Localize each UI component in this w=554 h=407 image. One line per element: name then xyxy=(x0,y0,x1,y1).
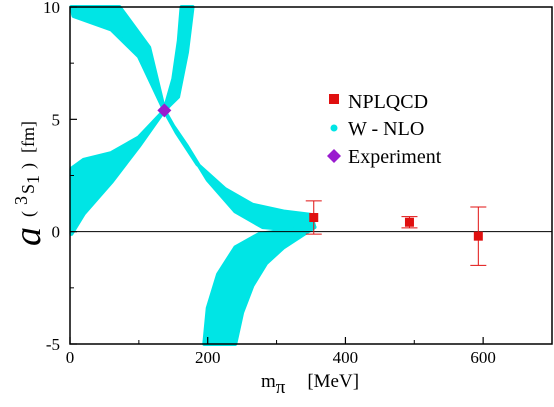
y-axis-label-superscript: 3 xyxy=(11,196,31,205)
experiment-point-0 xyxy=(157,103,172,118)
legend-label-wnlo: W - NLO xyxy=(348,118,424,140)
svg-text:a(3S1)[fm]: a (3 S1) [fm] xyxy=(7,121,49,246)
y-tick-label-1: 0 xyxy=(52,223,61,242)
nplqcd-point-0 xyxy=(309,213,319,223)
y-axis-label-state-subscript: 1 xyxy=(23,175,43,184)
x-tick-label-0: 0 xyxy=(66,348,75,367)
wnlo-band-upper-right xyxy=(162,5,195,113)
y-tick-label-2: 5 xyxy=(52,110,61,129)
point-layer xyxy=(157,103,483,241)
x-tick-label-1: 200 xyxy=(195,348,221,367)
x-tick-label-2: 400 xyxy=(333,348,359,367)
nplqcd-point-1 xyxy=(404,217,414,227)
y-axis-label-symbol: a xyxy=(7,227,49,246)
wnlo-band-upper-left xyxy=(69,5,167,113)
wnlo-band-right-wing xyxy=(162,108,317,232)
y-tick-label-0: -5 xyxy=(46,335,60,354)
legend-marker-experiment xyxy=(327,149,341,163)
x-axis-label-main: m xyxy=(261,371,276,392)
tick-layer: 0 200 400 600 -5 0 5 10 xyxy=(43,0,496,367)
y-axis-label-state: S xyxy=(18,184,38,194)
wnlo-band-left-wing xyxy=(69,108,167,236)
y-tick-label-3: 10 xyxy=(43,0,60,17)
y-axis-label-paren-open: ( xyxy=(18,211,39,217)
wnlo-band-lower-branch xyxy=(202,225,317,346)
legend-label-nplqcd: NPLQCD xyxy=(348,91,428,113)
errorbar-layer xyxy=(305,200,487,266)
legend-marker-wnlo xyxy=(330,124,338,132)
x-axis-label-unit: [MeV] xyxy=(307,371,359,392)
legend: NPLQCD W - NLO Experiment xyxy=(327,91,442,168)
y-axis-label-paren-close: ) xyxy=(18,163,39,169)
wnlo-band-layer xyxy=(69,5,317,346)
x-tick-label-3: 600 xyxy=(470,348,496,367)
x-axis-label-subscript: π xyxy=(276,377,286,398)
legend-label-experiment: Experiment xyxy=(348,146,442,168)
y-axis-label-unit: [fm] xyxy=(18,121,38,153)
y-axis-label: a (3 S1) [fm] xyxy=(7,121,49,246)
nplqcd-point-2 xyxy=(473,231,483,241)
x-axis-label: mπ [MeV] xyxy=(261,371,359,398)
legend-marker-nplqcd xyxy=(329,94,339,104)
